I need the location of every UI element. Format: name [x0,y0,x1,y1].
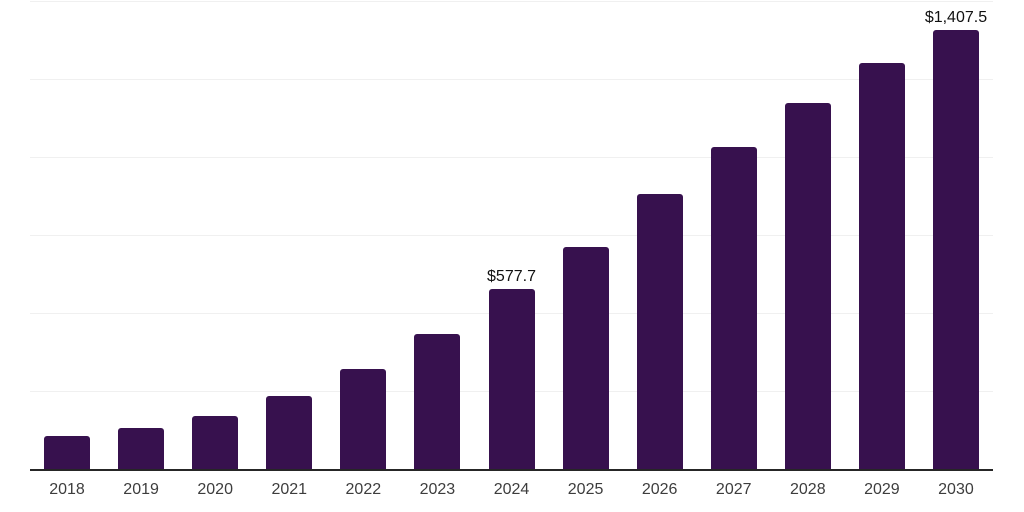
bar-2021 [266,395,313,469]
x-tick-label-2028: 2028 [790,481,826,498]
gridline-1500 [30,0,993,2]
gridline-750 [30,234,993,236]
bar-2018 [44,436,91,469]
x-tick-label-2027: 2027 [715,481,752,498]
x-tick-label-2025: 2025 [567,481,604,498]
bar-2029 [858,63,905,469]
value-label-2024: $577.7 [487,267,536,285]
bar-2020 [192,415,239,469]
bar-2027 [710,147,757,469]
x-tick-label-2019: 2019 [123,481,159,498]
x-tick-label-2022: 2022 [345,481,382,498]
bar-2026 [636,194,683,469]
x-tick-label-2020: 2020 [197,481,233,498]
x-axis-line [30,469,993,471]
bar-2030 [932,29,979,469]
x-tick-label-2030: 2030 [938,481,974,498]
x-tick-label-2029: 2029 [864,481,900,498]
bar-2023 [414,334,461,469]
bar-2028 [784,102,831,469]
x-tick-label-2018: 2018 [49,481,85,498]
gridline-1000 [30,156,993,158]
bar-2024 [488,288,535,469]
value-label-2030: $1,407.5 [924,8,988,26]
x-tick-label-2021: 2021 [271,481,308,498]
x-tick-label-2026: 2026 [641,481,678,498]
bar-2019 [118,428,165,469]
bar-2022 [340,369,387,469]
x-tick-label-2024: 2024 [493,481,530,498]
bar-2025 [562,246,609,469]
x-tick-label-2023: 2023 [419,481,456,498]
gridline-1250 [30,78,993,80]
